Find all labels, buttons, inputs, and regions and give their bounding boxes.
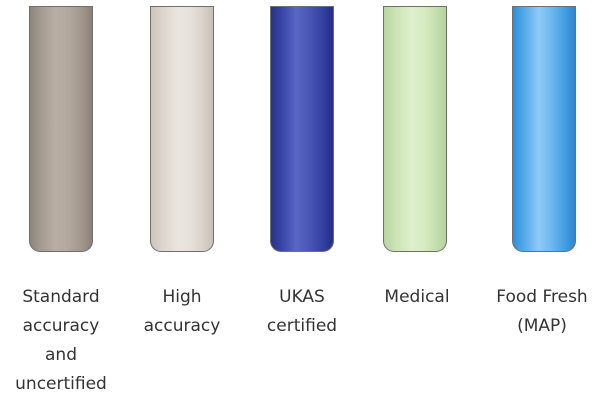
standard-accuracy-tube (29, 6, 93, 252)
high-accuracy-tube (150, 6, 214, 252)
ukas-certified-label: UKAS certified (266, 287, 338, 336)
standard-accuracy-label: Standard accuracy and uncertified (15, 287, 107, 394)
high-accuracy-label: High accuracy (143, 287, 221, 336)
food-fresh-label: Food Fresh (MAP) (496, 287, 588, 336)
food-fresh-tube (512, 6, 576, 252)
medical-label: Medical (384, 287, 450, 307)
medical-tube (383, 6, 447, 252)
ukas-certified-tube (270, 6, 334, 252)
